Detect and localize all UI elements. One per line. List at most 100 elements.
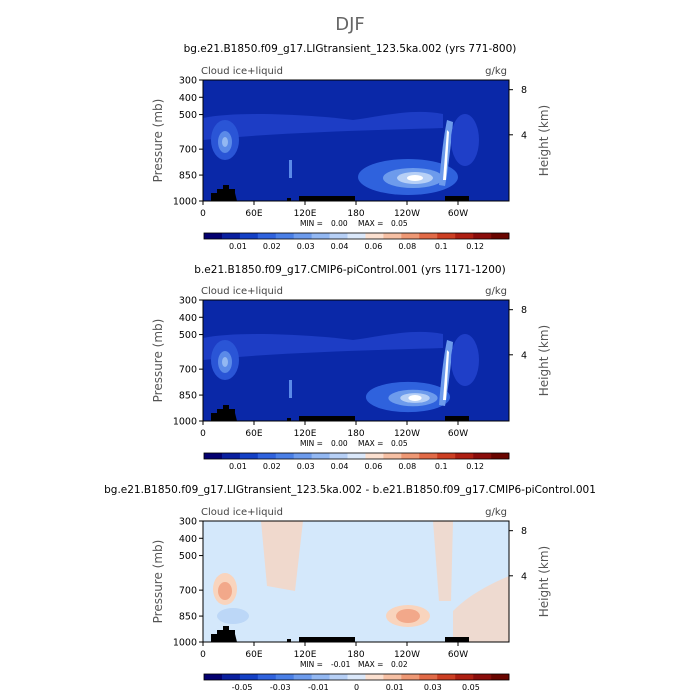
chart-panel-3: bg.e21.B1850.f09_g17.LIGtransient_123.5k…: [104, 484, 596, 692]
page-title: DJF: [335, 14, 365, 35]
x-tick-label: 60E: [245, 650, 262, 660]
x-tick-label: 60E: [245, 429, 262, 439]
x-tick-label: 60W: [448, 209, 468, 219]
stats-max-value: 0.05: [391, 439, 408, 448]
colorbar-label: 0.1: [435, 242, 448, 251]
colorbar-label: 0.08: [398, 242, 416, 251]
cloud-east-tail: [451, 334, 479, 386]
topography-americas: [445, 196, 469, 201]
colorbar-swatch: [365, 453, 384, 459]
cloud-vertical-core: [443, 350, 449, 400]
diff-cool-west: [217, 608, 249, 624]
cloud-low-east-peak: [407, 175, 423, 181]
height-tick-label: 8: [521, 526, 527, 537]
y-tick-label: 500: [179, 330, 197, 341]
colorbar-swatch: [293, 453, 312, 459]
colorbar-swatch: [383, 453, 402, 459]
colorbar-label: -0.03: [270, 683, 291, 692]
x-tick-label: 0: [200, 209, 206, 219]
x-tick-label: 60E: [245, 209, 262, 219]
x-tick-label: 0: [200, 650, 206, 660]
x-tick-label: 180: [347, 429, 364, 439]
colorbar-label: 0: [354, 683, 359, 692]
cloud-layer-mid: [203, 331, 443, 360]
colorbar-swatch: [329, 453, 348, 459]
topography-islands: [287, 418, 291, 421]
colorbar-swatch: [275, 674, 295, 680]
x-tick-label: 180: [347, 209, 364, 219]
topography-africa: [211, 405, 237, 421]
stats-min-label: MIN =: [300, 219, 323, 228]
stats-min-value: 0.00: [331, 439, 348, 448]
units-label: g/kg: [485, 286, 507, 297]
y-tick-label: 300: [179, 296, 197, 307]
colorbar-swatch: [311, 453, 330, 459]
colorbar-swatch: [437, 674, 456, 680]
colorbar-swatch: [329, 233, 348, 239]
y-tick-label: 700: [179, 145, 197, 156]
colorbar-swatch: [293, 674, 312, 680]
colorbar-swatch: [347, 233, 366, 239]
topography-americas: [445, 416, 469, 421]
colorbar-swatch: [239, 233, 259, 239]
colorbar-label: -0.01: [308, 683, 329, 692]
height-tick-label: 4: [521, 350, 527, 361]
colorbar-label: 0.04: [331, 242, 349, 251]
units-label: g/kg: [485, 507, 507, 518]
colorbar-swatch: [293, 233, 312, 239]
colorbar-swatch: [401, 453, 420, 459]
y-tick-label: 500: [179, 551, 197, 562]
topography-pacific-islands: [299, 637, 355, 642]
cloud-low-east-peak: [408, 395, 422, 401]
x-tick-label: 120W: [394, 429, 420, 439]
units-label: g/kg: [485, 66, 507, 77]
colorbar-label: 0.03: [297, 242, 315, 251]
cloud-blob-west-peak: [222, 137, 228, 147]
stats-max-label: MAX =: [358, 219, 383, 228]
cloud-layer-mid: [203, 111, 443, 140]
right-axis-label: Height (km): [537, 105, 551, 176]
chart-panel-1: bg.e21.B1850.f09_g17.LIGtransient_123.5k…: [151, 43, 551, 251]
topography-africa: [211, 626, 237, 642]
colorbar-label: 0.06: [365, 462, 383, 471]
colorbar-swatch: [257, 674, 277, 680]
colorbar: -0.05 -0.03 -0.01 0 0.01 0.03 0.05: [203, 673, 510, 692]
colorbar-swatch: [347, 674, 366, 680]
cloud-column-120e: [289, 380, 292, 398]
topography-africa: [211, 185, 237, 201]
x-tick-label: 60W: [448, 429, 468, 439]
topography-islands: [287, 639, 291, 642]
x-tick-label: 0: [200, 429, 206, 439]
y-tick-label: 850: [179, 391, 197, 402]
colorbar-swatch: [419, 674, 438, 680]
x-tick-label: 180: [347, 650, 364, 660]
x-tick-label: 120E: [294, 209, 317, 219]
colorbar: 0.01 0.02 0.03 0.04 0.06 0.08 0.1 0.12: [203, 232, 510, 251]
y-tick-label: 1000: [173, 638, 197, 649]
colorbar-swatch: [491, 233, 510, 239]
diff-blob-west-core: [218, 582, 232, 600]
x-tick-label: 120E: [294, 429, 317, 439]
y-axis-label: Pressure (mb): [151, 319, 165, 403]
colorbar-swatch: [275, 453, 295, 459]
chart-title: bg.e21.B1850.f09_g17.LIGtransient_123.5k…: [104, 484, 596, 496]
topography-americas: [445, 637, 469, 642]
colorbar-swatch: [204, 674, 223, 680]
diff-warm-band-east: [433, 521, 453, 601]
colorbar-swatch: [383, 674, 402, 680]
field-label: Cloud ice+liquid: [201, 507, 283, 518]
topography-pacific-islands: [299, 196, 355, 201]
chart-title: b.e21.B1850.f09_g17.CMIP6-piControl.001 …: [194, 264, 505, 276]
y-tick-label: 850: [179, 612, 197, 623]
y-tick-label: 1000: [173, 417, 197, 428]
x-tick-label: 120W: [394, 209, 420, 219]
colorbar-swatch: [383, 233, 402, 239]
y-tick-label: 300: [179, 517, 197, 528]
colorbar-swatch: [311, 233, 330, 239]
colorbar-label: 0.12: [466, 242, 484, 251]
contour-field: [203, 80, 509, 201]
colorbar-swatch: [455, 233, 474, 239]
right-axis-label: Height (km): [537, 325, 551, 396]
colorbar-label: 0.01: [386, 683, 404, 692]
